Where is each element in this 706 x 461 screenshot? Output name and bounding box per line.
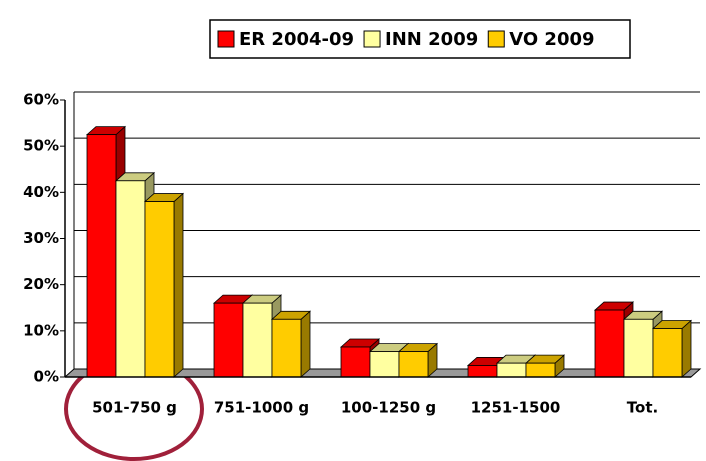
x-tick-label: 1251-1500 [471, 399, 561, 417]
legend-label: INN 2009 [385, 29, 478, 50]
legend: ER 2004-09 INN 2009 VO 2009 [217, 29, 595, 50]
bar-side [300, 310, 311, 378]
bar [115, 180, 146, 378]
legend-label: ER 2004-09 [239, 29, 354, 50]
bar [271, 318, 302, 378]
bar [496, 362, 527, 378]
legend-label: VO 2009 [509, 29, 594, 50]
bar [525, 362, 556, 378]
y-tick-label: 60% [23, 91, 59, 109]
bar [467, 365, 498, 378]
bar [144, 201, 175, 378]
legend-swatch [363, 30, 381, 48]
legend-swatch [487, 30, 505, 48]
bar-side [681, 319, 692, 378]
bar-side [173, 192, 184, 378]
bar [369, 351, 400, 378]
x-tick-label: 751-1000 g [214, 399, 309, 417]
bar [623, 318, 654, 378]
bar [594, 309, 625, 378]
bar [86, 134, 117, 378]
y-tick-label: 10% [23, 321, 59, 339]
bar [213, 302, 244, 378]
bar [340, 346, 371, 378]
y-tick-label: 50% [23, 137, 59, 155]
y-tick-label: 20% [23, 275, 59, 293]
bar [242, 302, 273, 378]
x-tick-label: 501-750 g [92, 399, 177, 417]
y-tick-label: 30% [23, 229, 59, 247]
x-tick-label: Tot. [627, 399, 658, 417]
bar [398, 351, 429, 378]
legend-swatch [217, 30, 235, 48]
y-tick-label: 0% [34, 368, 59, 386]
y-tick-label: 40% [23, 183, 59, 201]
x-tick-label: 100-1250 g [341, 399, 436, 417]
bar [652, 328, 683, 378]
legend-box [209, 19, 631, 59]
